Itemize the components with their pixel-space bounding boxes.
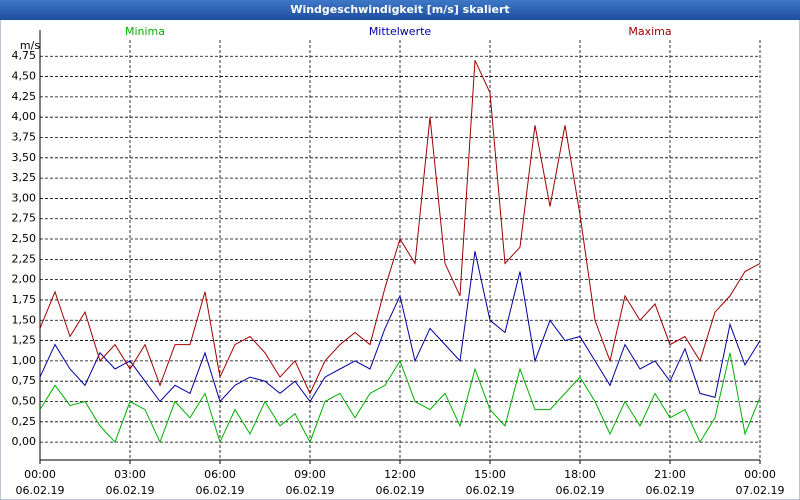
y-unit: m/s — [20, 39, 40, 52]
y-tick-label: 3,25 — [12, 171, 37, 184]
y-tick-label: 2,75 — [12, 212, 37, 225]
x-tick-date: 06.02.19 — [376, 484, 425, 497]
series-line — [39, 251, 761, 403]
legend-label: Mittelwerte — [369, 25, 432, 38]
y-tick-label: 1,25 — [12, 334, 37, 347]
y-tick-label: 2,00 — [12, 273, 37, 286]
x-tick-label: 00:00 — [24, 468, 56, 481]
y-tick-label: 3,00 — [12, 191, 37, 204]
x-tick-label: 18:00 — [564, 468, 596, 481]
y-tick-label: 1,75 — [12, 293, 37, 306]
x-tick-date: 06.02.19 — [196, 484, 245, 497]
x-tick-date: 06.02.19 — [646, 484, 695, 497]
x-tick-date: 07.02.19 — [736, 484, 785, 497]
y-tick-label: 2,50 — [12, 232, 37, 245]
x-tick-label: 12:00 — [384, 468, 416, 481]
y-tick-label: 0,25 — [12, 415, 37, 428]
chart-title: Windgeschwindigkeit [m/s] skaliert — [290, 3, 509, 16]
y-tick-label: 4,25 — [12, 90, 37, 103]
x-tick-date: 06.02.19 — [16, 484, 65, 497]
x-tick-date: 06.02.19 — [286, 484, 335, 497]
x-tick-date: 06.02.19 — [556, 484, 605, 497]
x-tick-label: 06:00 — [204, 468, 236, 481]
title-bar — [0, 0, 800, 20]
y-tick-label: 3,50 — [12, 151, 37, 164]
y-tick-label: 4,75 — [12, 49, 37, 62]
x-tick-date: 06.02.19 — [106, 484, 155, 497]
x-tick-label: 15:00 — [474, 468, 506, 481]
legend-label: Maxima — [628, 25, 671, 38]
x-tick-label: 09:00 — [294, 468, 326, 481]
x-tick-label: 00:00 — [744, 468, 776, 481]
y-tick-label: 0,50 — [12, 395, 37, 408]
series-line — [39, 352, 761, 444]
legend-label: Minima — [125, 25, 165, 38]
y-tick-label: 1,00 — [12, 354, 37, 367]
y-tick-label: 0,00 — [12, 435, 37, 448]
y-tick-label: 4,50 — [12, 70, 37, 83]
y-tick-label: 2,25 — [12, 252, 37, 265]
x-tick-label: 03:00 — [114, 468, 146, 481]
y-tick-label: 3,75 — [12, 130, 37, 143]
series-line — [39, 60, 761, 395]
x-tick-label: 21:00 — [654, 468, 686, 481]
y-tick-label: 0,75 — [12, 374, 37, 387]
x-tick-date: 06.02.19 — [466, 484, 515, 497]
y-tick-label: 4,00 — [12, 110, 37, 123]
y-tick-label: 1,50 — [12, 313, 37, 326]
